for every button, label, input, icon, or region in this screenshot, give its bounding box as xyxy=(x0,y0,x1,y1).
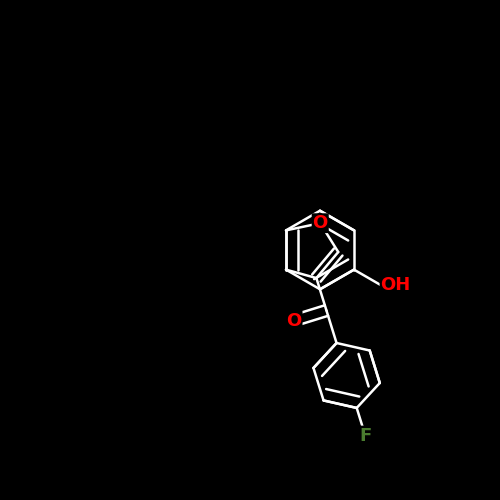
Text: F: F xyxy=(359,426,372,444)
Text: O: O xyxy=(286,312,302,330)
Text: O: O xyxy=(312,214,328,232)
Text: OH: OH xyxy=(380,276,411,294)
